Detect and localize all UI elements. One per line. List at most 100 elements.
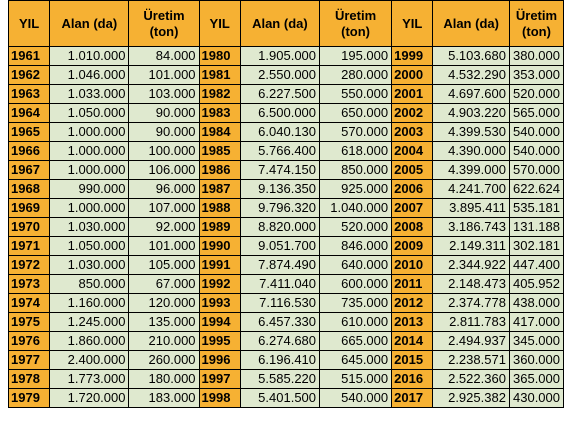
production-cell: 120.000 [128, 293, 200, 313]
production-cell: 135.000 [128, 312, 200, 332]
area-cell: 1.030.000 [49, 217, 130, 237]
area-cell: 1.030.000 [49, 255, 130, 275]
header-production-line2: (ton) [341, 23, 370, 39]
year-cell: 1996 [198, 350, 241, 370]
area-cell: 2.149.311 [432, 236, 510, 256]
year-cell: 1998 [198, 388, 241, 408]
production-cell: 183.000 [128, 388, 200, 408]
production-cell: 84.000 [128, 46, 200, 66]
header-year: YIL [198, 0, 241, 47]
production-cell: 925.000 [319, 179, 393, 199]
header-production-line1: Üretim [515, 7, 558, 23]
area-cell: 6.500.000 [239, 103, 321, 123]
year-cell: 1969 [7, 198, 51, 218]
production-cell: 106.000 [128, 160, 200, 180]
year-cell: 1989 [198, 217, 241, 237]
production-cell: 640.000 [319, 255, 393, 275]
year-cell: 1995 [198, 331, 241, 351]
production-cell: 565.000 [508, 103, 564, 123]
production-cell: 180.000 [128, 369, 200, 389]
table-row: 1964 1.050.000 90.000 1983 6.500.000 650.000 2… [7, 103, 564, 123]
year-cell: 1985 [198, 141, 241, 161]
area-cell: 6.457.330 [239, 312, 321, 332]
table-row: 1961 1.010.000 84.000 1980 1.905.000 195.000 1… [7, 46, 564, 66]
table-row: 1967 1.000.000 106.000 1986 7.474.150 850.000… [7, 160, 564, 180]
area-cell: 2.238.571 [432, 350, 510, 370]
production-cell: 405.952 [508, 274, 564, 294]
production-cell: 131.188 [508, 217, 564, 237]
area-cell: 4.697.600 [432, 84, 510, 104]
year-cell: 1986 [198, 160, 241, 180]
area-cell: 1.033.000 [49, 84, 130, 104]
table-row: 1965 1.000.000 90.000 1984 6.040.130 570.000 2… [7, 122, 564, 142]
area-cell: 2.374.778 [432, 293, 510, 313]
area-cell: 4.903.220 [432, 103, 510, 123]
year-cell: 2002 [391, 103, 434, 123]
year-cell: 1994 [198, 312, 241, 332]
area-production-table: YIL Alan (da) Üretim (ton) YIL Alan (da) … [7, 0, 564, 408]
year-cell: 1967 [7, 160, 51, 180]
header-production: Üretim (ton) [319, 0, 393, 47]
year-cell: 1982 [198, 84, 241, 104]
production-cell: 280.000 [319, 65, 393, 85]
year-cell: 2003 [391, 122, 434, 142]
table-row: 1976 1.860.000 210.000 1995 6.274.680 665.000… [7, 331, 564, 351]
production-cell: 618.000 [319, 141, 393, 161]
production-cell: 550.000 [319, 84, 393, 104]
year-cell: 2011 [391, 274, 434, 294]
area-cell: 2.550.000 [239, 65, 321, 85]
area-cell: 5.585.220 [239, 369, 321, 389]
production-cell: 570.000 [508, 160, 564, 180]
production-cell: 735.000 [319, 293, 393, 313]
area-cell: 6.196.410 [239, 350, 321, 370]
year-cell: 2016 [391, 369, 434, 389]
year-cell: 1961 [7, 46, 51, 66]
area-cell: 1.245.000 [49, 312, 130, 332]
year-cell: 2017 [391, 388, 434, 408]
area-cell: 2.344.922 [432, 255, 510, 275]
year-cell: 2013 [391, 312, 434, 332]
area-cell: 7.411.040 [239, 274, 321, 294]
area-cell: 1.905.000 [239, 46, 321, 66]
area-cell: 1.050.000 [49, 236, 130, 256]
table-row: 1972 1.030.000 105.000 1991 7.874.490 640.000… [7, 255, 564, 275]
year-cell: 2001 [391, 84, 434, 104]
year-cell: 1963 [7, 84, 51, 104]
production-cell: 540.000 [508, 141, 564, 161]
year-cell: 2007 [391, 198, 434, 218]
year-cell: 2000 [391, 65, 434, 85]
year-cell: 2009 [391, 236, 434, 256]
area-cell: 1.000.000 [49, 198, 130, 218]
table-row: 1975 1.245.000 135.000 1994 6.457.330 610.000… [7, 312, 564, 332]
production-cell: 665.000 [319, 331, 393, 351]
area-cell: 2.494.937 [432, 331, 510, 351]
year-cell: 1987 [198, 179, 241, 199]
production-cell: 380.000 [508, 46, 564, 66]
header-production: Üretim (ton) [508, 0, 564, 47]
area-cell: 1.010.000 [49, 46, 130, 66]
production-cell: 302.181 [508, 236, 564, 256]
year-cell: 2010 [391, 255, 434, 275]
area-cell: 8.820.000 [239, 217, 321, 237]
year-cell: 2012 [391, 293, 434, 313]
year-cell: 1965 [7, 122, 51, 142]
production-cell: 103.000 [128, 84, 200, 104]
production-cell: 195.000 [319, 46, 393, 66]
production-cell: 846.000 [319, 236, 393, 256]
production-cell: 645.000 [319, 350, 393, 370]
header-area: Alan (da) [49, 0, 130, 47]
year-cell: 1981 [198, 65, 241, 85]
table-row: 1974 1.160.000 120.000 1993 7.116.530 735.000… [7, 293, 564, 313]
header-area: Alan (da) [432, 0, 510, 47]
header-row: YIL Alan (da) Üretim (ton) YIL Alan (da) … [7, 0, 564, 47]
production-cell: 90.000 [128, 122, 200, 142]
production-cell: 96.000 [128, 179, 200, 199]
production-cell: 260.000 [128, 350, 200, 370]
area-cell: 3.895.411 [432, 198, 510, 218]
area-cell: 1.046.000 [49, 65, 130, 85]
year-cell: 1978 [7, 369, 51, 389]
production-cell: 540.000 [319, 388, 393, 408]
header-year: YIL [7, 0, 51, 47]
table-row: 1979 1.720.000 183.000 1998 5.401.500 540.000… [7, 388, 564, 408]
production-cell: 570.000 [319, 122, 393, 142]
